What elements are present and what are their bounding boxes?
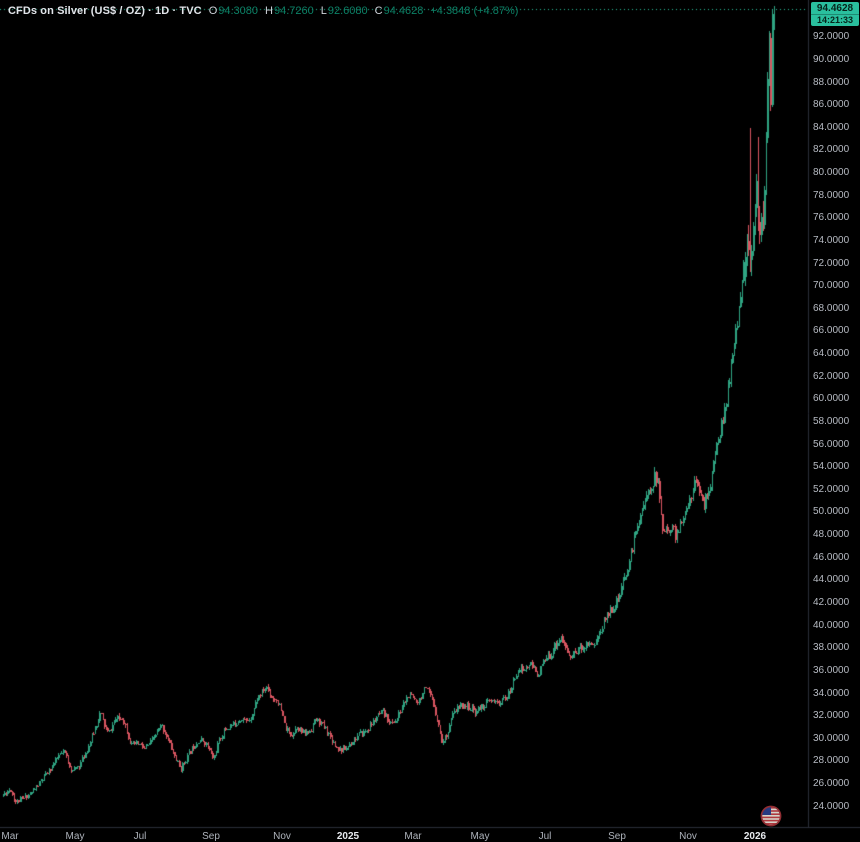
time-axis-year-label: 2025 <box>337 831 359 842</box>
price-axis-label: 46.0000 <box>813 553 859 563</box>
time-axis[interactable]: Mar May Jul Sep Nov 2025 Mar May Jul Sep Nov 2026 <box>0 828 860 842</box>
price-axis-label: 58.0000 <box>813 417 859 427</box>
price-axis-label: 90.0000 <box>813 55 859 65</box>
price-axis-label: 52.0000 <box>813 485 859 495</box>
price-axis-label: 74.0000 <box>813 236 859 246</box>
price-axis-label: 54.0000 <box>813 462 859 472</box>
last-price-badge[interactable]: 94.4628 14:21:33 <box>811 2 859 26</box>
time-axis-month-label: Sep <box>202 831 220 842</box>
candlestick-chart-canvas[interactable] <box>0 0 860 842</box>
time-axis-year-label: 2026 <box>744 831 766 842</box>
time-axis-month-label: Sep <box>608 831 626 842</box>
price-axis-label: 72.0000 <box>813 259 859 269</box>
time-axis-month-label: Nov <box>679 831 697 842</box>
legend-change: +4.3848 (+4.87%) <box>430 5 518 17</box>
price-axis-label: 36.0000 <box>813 666 859 676</box>
price-axis-label: 86.0000 <box>813 100 859 110</box>
price-axis-label: 66.0000 <box>813 326 859 336</box>
price-axis-label: 76.0000 <box>813 213 859 223</box>
price-axis-label: 78.0000 <box>813 191 859 201</box>
price-axis-label: 56.0000 <box>813 440 859 450</box>
price-axis-label: 82.0000 <box>813 145 859 155</box>
price-axis-label: 38.0000 <box>813 643 859 653</box>
price-axis-label: 44.0000 <box>813 575 859 585</box>
price-axis-label: 28.0000 <box>813 756 859 766</box>
price-axis-label: 80.0000 <box>813 168 859 178</box>
legend-close: C 94.4628 <box>375 5 424 17</box>
time-axis-month-label: May <box>66 831 85 842</box>
price-axis-label: 50.0000 <box>813 507 859 517</box>
price-axis-label: 40.0000 <box>813 621 859 631</box>
price-axis[interactable]: 92.0000 90.0000 88.0000 86.0000 84.0000 82.00… <box>809 0 860 827</box>
price-axis-label: 42.0000 <box>813 598 859 608</box>
price-axis-label: 68.0000 <box>813 304 859 314</box>
price-axis-label: 26.0000 <box>813 779 859 789</box>
price-axis-label: 64.0000 <box>813 349 859 359</box>
legend-open: O 94.3080 <box>209 5 258 17</box>
price-axis-label: 88.0000 <box>813 78 859 88</box>
time-axis-month-label: Mar <box>1 831 18 842</box>
bar-countdown-timer: 14:21:33 <box>811 14 859 26</box>
price-axis-label: 30.0000 <box>813 734 859 744</box>
price-axis-label: 60.0000 <box>813 394 859 404</box>
symbol-title[interactable]: CFDs on Silver (US$ / OZ) · 1D · TVC <box>8 5 202 17</box>
price-axis-label: 34.0000 <box>813 689 859 699</box>
us-flag-icon[interactable] <box>760 805 782 827</box>
time-axis-month-label: May <box>471 831 490 842</box>
price-axis-label: 70.0000 <box>813 281 859 291</box>
trading-chart-window: CFDs on Silver (US$ / OZ) · 1D · TVC O 9… <box>0 0 860 842</box>
price-axis-label: 32.0000 <box>813 711 859 721</box>
price-axis-label: 24.0000 <box>813 802 859 812</box>
price-axis-label: 62.0000 <box>813 372 859 382</box>
price-axis-label: 84.0000 <box>813 123 859 133</box>
time-axis-month-label: Nov <box>273 831 291 842</box>
last-price-value: 94.4628 <box>811 2 859 14</box>
legend-high: H 94.7260 <box>265 5 314 17</box>
price-axis-label: 48.0000 <box>813 530 859 540</box>
time-axis-month-label: Jul <box>134 831 147 842</box>
legend-low: L 92.6080 <box>321 5 368 17</box>
symbol-legend[interactable]: CFDs on Silver (US$ / OZ) · 1D · TVC O 9… <box>8 4 518 18</box>
time-axis-month-label: Mar <box>404 831 421 842</box>
time-axis-month-label: Jul <box>539 831 552 842</box>
price-axis-label: 92.0000 <box>813 32 859 42</box>
